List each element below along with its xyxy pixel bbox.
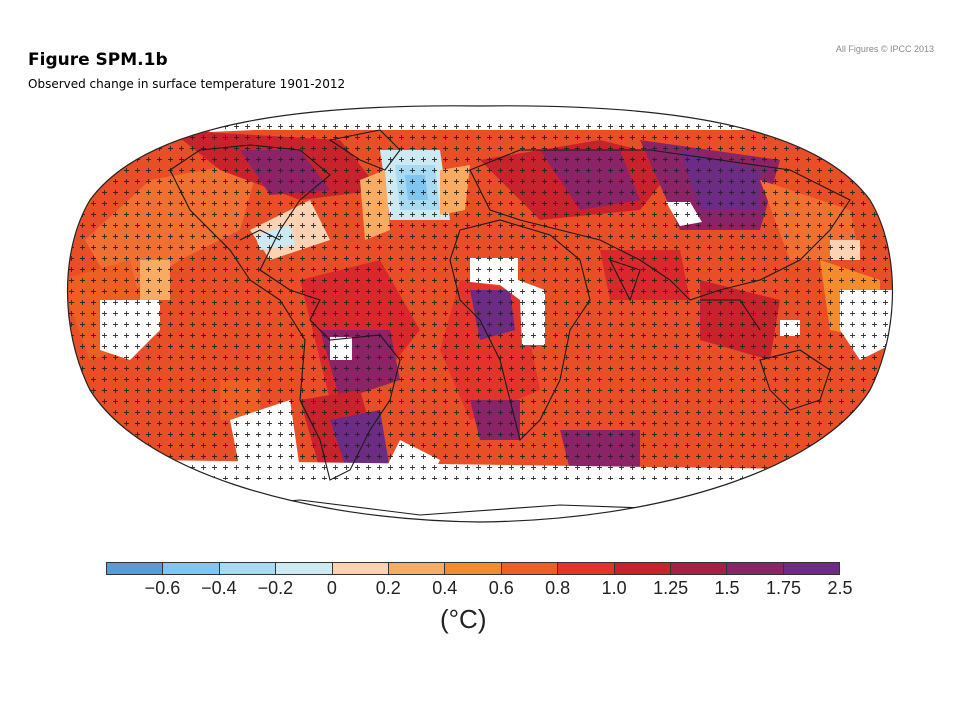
color-legend xyxy=(106,562,840,575)
legend-tick-label: 1.25 xyxy=(653,578,689,598)
legend-tick-label: 0.2 xyxy=(375,578,401,598)
legend-swatch xyxy=(107,563,164,574)
legend-swatch xyxy=(388,563,446,574)
legend-swatch xyxy=(445,563,502,574)
legend-tick-label: 0.6 xyxy=(488,578,514,598)
legend-tick-label: 2.5 xyxy=(827,578,853,598)
legend-tick-label: 0.8 xyxy=(545,578,571,598)
legend-swatch xyxy=(332,563,389,574)
legend-tick-label: 0 xyxy=(326,578,337,598)
legend-tick-label: −0.4 xyxy=(201,578,237,598)
legend-tick-label: −0.2 xyxy=(257,578,294,598)
legend-unit: (°C) xyxy=(440,604,487,634)
legend-tick-label: −0.6 xyxy=(144,578,181,598)
figure-subtitle: Observed change in surface temperature 1… xyxy=(28,77,346,91)
legend-swatch xyxy=(558,563,615,574)
legend-swatch xyxy=(501,563,559,574)
significance-hatching xyxy=(67,120,893,480)
legend-swatch xyxy=(727,563,784,574)
legend-tick-label: 0.4 xyxy=(432,578,458,598)
legend-swatch xyxy=(163,563,220,574)
legend-tick-label: 1.75 xyxy=(766,578,802,598)
copyright-notice: All Figures © IPCC 2013 xyxy=(835,44,934,54)
legend-swatch xyxy=(783,563,840,574)
legend-tick-label: 1.5 xyxy=(714,578,740,598)
legend-swatch xyxy=(219,563,277,574)
legend-tick-label: 1.0 xyxy=(601,578,627,598)
legend-swatch xyxy=(614,563,671,574)
legend-swatch xyxy=(670,563,728,574)
globe-outline xyxy=(67,105,894,523)
legend-swatch xyxy=(276,563,333,574)
figure-title: Figure SPM.1b xyxy=(28,50,168,70)
legend-tick-labels: −0.6 −0.4 −0.2 0 0.2 0.4 0.6 0.8 1.0 1.25 1.5 1.75 2… xyxy=(0,578,960,602)
